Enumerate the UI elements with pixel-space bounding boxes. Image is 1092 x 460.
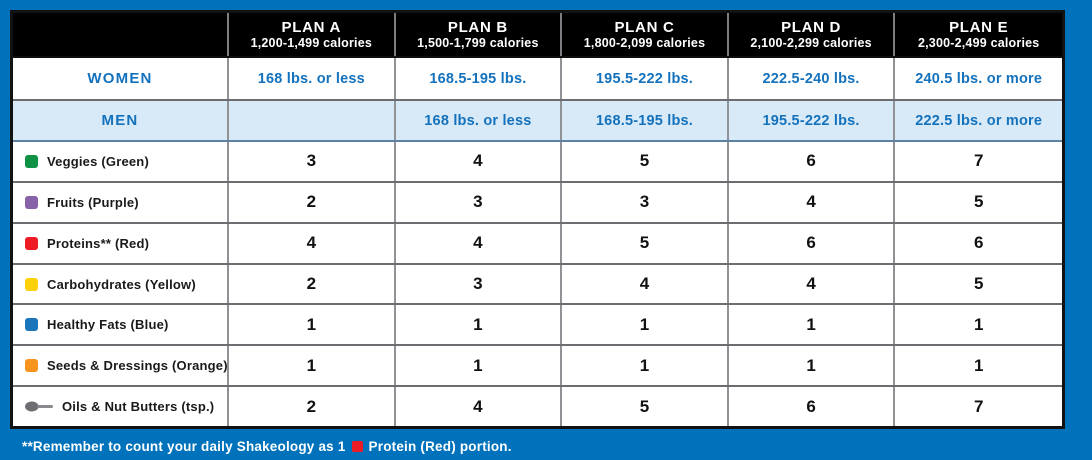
plan-a-header: PLAN A 1,200-1,499 calories <box>229 13 396 56</box>
table-row-seeds-dressings: Seeds & Dressings (Orange) 1 1 1 1 1 <box>13 346 1062 388</box>
veggies-plan-b-value: 4 <box>396 142 563 181</box>
men-plan-e-weight: 222.5 lbs. or more <box>915 112 1043 129</box>
food-label: Proteins** (Red) <box>47 235 150 251</box>
fruits-purple-swatch-icon <box>25 195 38 209</box>
carbohydrates-plan-c-value: 4 <box>562 264 729 304</box>
protein-red-square-icon <box>351 440 363 452</box>
fruits-plan-e-value: 5 <box>973 192 984 212</box>
footnote-suffix: Protein (Red) portion. <box>368 438 512 454</box>
healthy-fats-blue-swatch-icon <box>25 318 38 332</box>
plan-calories: 1,200-1,499 calories <box>250 35 373 50</box>
healthy-fats-plan-b-value: 1 <box>396 305 563 345</box>
women-row: WOMEN 168 lbs. or less 168.5-195 lbs. 19… <box>13 58 1062 101</box>
carbohydrates-plan-e-value: 5 <box>973 274 984 293</box>
oils-plan-a-value: 2 <box>229 387 396 427</box>
table-row-fruits: Fruits (Purple) 2 3 3 4 5 <box>13 182 1062 224</box>
seeds-dressings-plan-d-value: 1 <box>729 346 896 386</box>
proteins-plan-a-value: 4 <box>229 223 396 263</box>
corner-cell <box>13 13 229 56</box>
food-label-cell: Healthy Fats (Blue) <box>13 305 229 345</box>
table-row-veggies: Veggies (Green) 3 4 5 6 7 <box>13 142 1062 183</box>
plan-c-header: PLAN C 1,800-2,099 calories <box>562 13 729 56</box>
carbohydrates-plan-a-value: 2 <box>229 264 396 304</box>
men-plan-b-weight: 168 lbs. or less <box>396 101 563 140</box>
veggies-green-swatch-icon <box>25 154 38 168</box>
healthy-fats-plan-c-value: 1 <box>562 305 729 345</box>
men-plan-c-weight: 168.5-195 lbs. <box>562 101 729 140</box>
food-label: Oils & Nut Butters (tsp.) <box>62 399 215 415</box>
carbohydrates-yellow-swatch-icon <box>25 277 38 291</box>
food-label-cell: Carbohydrates (Yellow) <box>13 264 229 304</box>
fruits-plan-b-value: 3 <box>396 182 563 222</box>
seeds-dressings-plan-c-value: 1 <box>562 346 729 386</box>
food-label: Seeds & Dressings (Orange) <box>47 358 228 374</box>
women-plan-a-weight: 168 lbs. or less <box>229 58 396 99</box>
healthy-fats-plan-d-value: 1 <box>729 305 896 345</box>
plan-calories: 1,500-1,799 calories <box>417 35 539 50</box>
veggies-plan-c-value: 5 <box>562 142 729 181</box>
men-plan-a-weight <box>229 101 396 140</box>
food-label-cell: Fruits (Purple) <box>13 182 229 222</box>
men-row: MEN 168 lbs. or less 168.5-195 lbs. 195.… <box>13 101 1062 142</box>
women-row-label: WOMEN <box>13 58 229 99</box>
proteins-plan-e-value: 6 <box>973 233 984 253</box>
plan-name: PLAN E <box>949 18 1009 36</box>
food-label-cell: Veggies (Green) <box>13 142 229 181</box>
oils-plan-b-value: 4 <box>396 387 563 427</box>
plan-name: PLAN D <box>781 18 842 36</box>
table-header-row: PLAN A 1,200-1,499 calories PLAN B 1,500… <box>13 13 1062 58</box>
women-plan-e-weight: 240.5 lbs. or more <box>915 70 1043 87</box>
plan-name: PLAN B <box>447 18 508 36</box>
food-label: Veggies (Green) <box>47 153 149 169</box>
footnote-prefix: **Remember to count your daily Shakeolog… <box>22 438 346 454</box>
proteins-plan-c-value: 5 <box>562 223 729 263</box>
food-label-cell: Proteins** (Red) <box>13 223 229 263</box>
proteins-plan-b-value: 4 <box>396 223 563 263</box>
healthy-fats-plan-a-value: 1 <box>229 305 396 345</box>
women-plan-d-weight: 222.5-240 lbs. <box>729 58 896 99</box>
plan-d-header: PLAN D 2,100-2,299 calories <box>729 13 896 56</box>
proteins-red-swatch-icon <box>25 236 38 250</box>
footnote: **Remember to count your daily Shakeolog… <box>22 433 512 459</box>
food-label-cell: Oils & Nut Butters (tsp.) <box>13 387 229 427</box>
fruits-plan-a-value: 2 <box>229 182 396 222</box>
seeds-dressings-plan-a-value: 1 <box>229 346 396 386</box>
food-label: Healthy Fats (Blue) <box>47 317 169 333</box>
portion-plan-table: PLAN A 1,200-1,499 calories PLAN B 1,500… <box>10 10 1065 429</box>
fruits-plan-d-value: 4 <box>729 182 896 222</box>
carbohydrates-plan-b-value: 3 <box>396 264 563 304</box>
healthy-fats-plan-e-value: 1 <box>973 314 984 334</box>
plan-calories: 2,300-2,499 calories <box>917 35 1040 50</box>
oils-plan-d-value: 6 <box>729 387 896 427</box>
plan-calories: 2,100-2,299 calories <box>750 35 872 50</box>
carbohydrates-plan-d-value: 4 <box>729 264 896 304</box>
men-plan-d-weight: 195.5-222 lbs. <box>729 101 896 140</box>
plan-name: PLAN A <box>281 18 342 36</box>
proteins-plan-d-value: 6 <box>729 223 896 263</box>
spoon-icon <box>25 401 53 412</box>
table-row-oils-nut-butters: Oils & Nut Butters (tsp.) 2 4 5 6 7 <box>13 387 1062 427</box>
food-label: Carbohydrates (Yellow) <box>47 276 196 292</box>
table-row-healthy-fats: Healthy Fats (Blue) 1 1 1 1 1 <box>13 305 1062 347</box>
oils-plan-e-value: 7 <box>973 396 984 416</box>
women-plan-c-weight: 195.5-222 lbs. <box>562 58 729 99</box>
plan-calories: 1,800-2,099 calories <box>583 35 706 50</box>
table-row-carbohydrates: Carbohydrates (Yellow) 2 3 4 4 5 <box>13 264 1062 306</box>
veggies-plan-d-value: 6 <box>729 142 896 181</box>
veggies-plan-a-value: 3 <box>229 142 396 181</box>
women-plan-b-weight: 168.5-195 lbs. <box>396 58 563 99</box>
table-row-proteins: Proteins** (Red) 4 4 5 6 6 <box>13 223 1062 265</box>
seeds-dressings-orange-swatch-icon <box>25 359 38 373</box>
plan-e-header: PLAN E 2,300-2,499 calories <box>895 13 1062 56</box>
seeds-dressings-plan-e-value: 1 <box>973 355 984 375</box>
plan-name: PLAN C <box>614 18 675 36</box>
plan-b-header: PLAN B 1,500-1,799 calories <box>396 13 563 56</box>
food-label-cell: Seeds & Dressings (Orange) <box>13 346 229 386</box>
oils-plan-c-value: 5 <box>562 387 729 427</box>
seeds-dressings-plan-b-value: 1 <box>396 346 563 386</box>
fruits-plan-c-value: 3 <box>562 182 729 222</box>
men-row-label: MEN <box>13 101 229 140</box>
food-label: Fruits (Purple) <box>47 194 139 210</box>
veggies-plan-e-value: 7 <box>973 151 984 171</box>
